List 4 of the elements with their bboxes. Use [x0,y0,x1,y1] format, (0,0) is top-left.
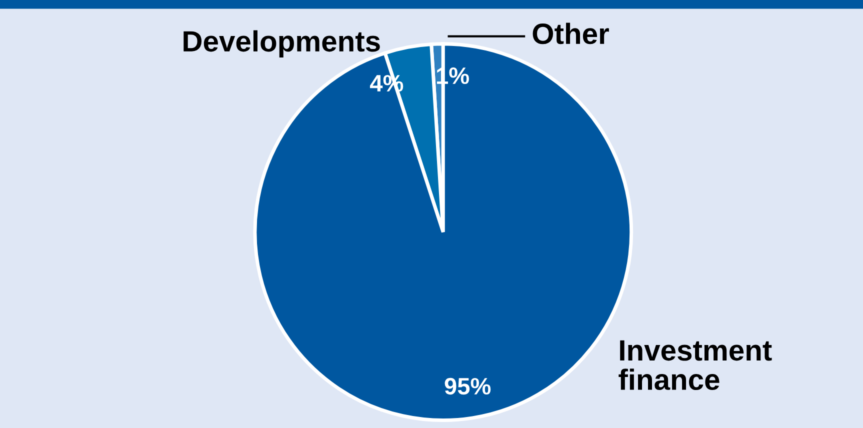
data-label: 95% [444,378,491,395]
slice-label: Developments [184,30,380,58]
slice-label: Investment finance [618,340,772,390]
slice-label: Other [532,22,609,44]
